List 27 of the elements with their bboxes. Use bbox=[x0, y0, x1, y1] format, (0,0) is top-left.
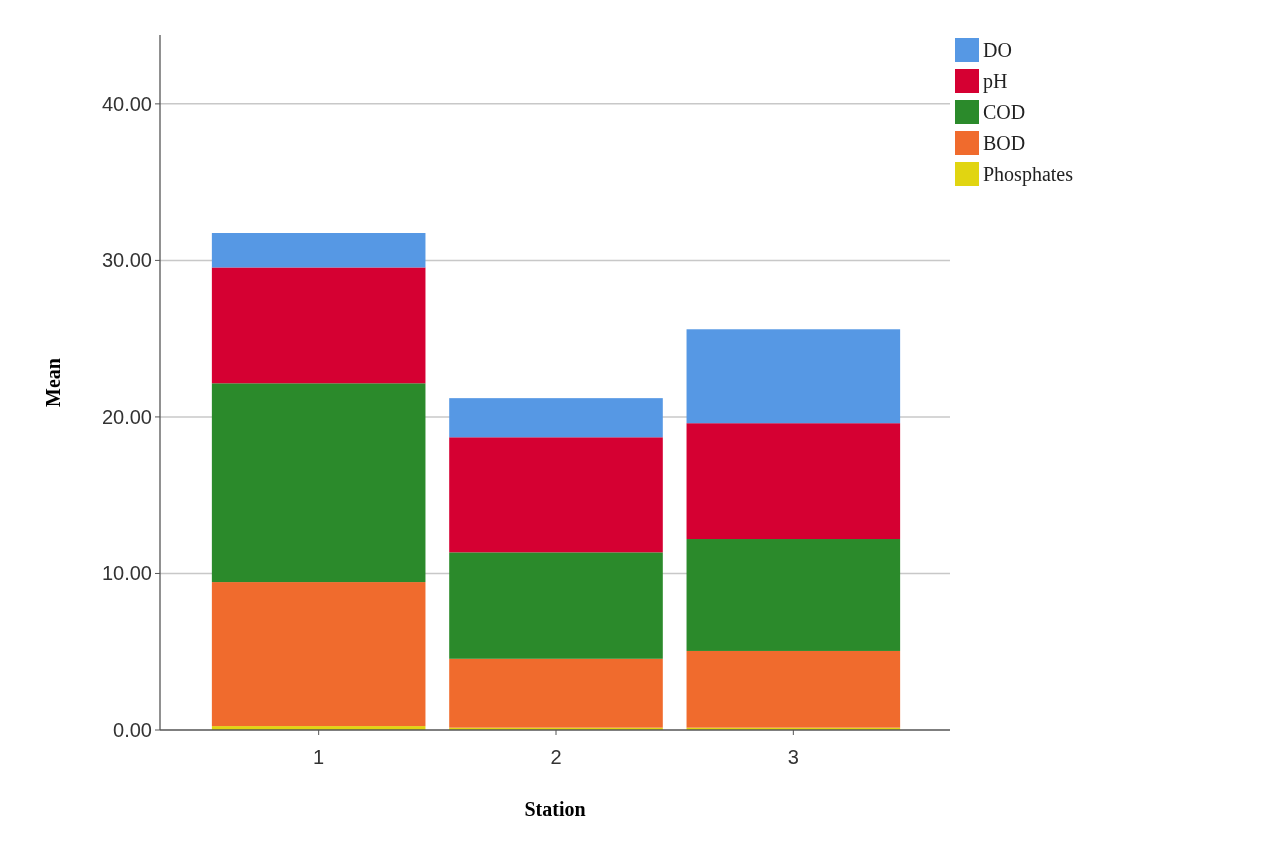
y-tick-label: 30.00 bbox=[101, 249, 152, 272]
bar bbox=[449, 437, 663, 553]
bar bbox=[211, 233, 426, 268]
x-tick-label: 1 bbox=[313, 746, 325, 768]
bar bbox=[449, 658, 663, 728]
x-axis-title: Station bbox=[524, 798, 586, 820]
x-tick-label: 2 bbox=[550, 746, 562, 768]
bar bbox=[449, 552, 663, 659]
bar bbox=[686, 329, 901, 424]
y-tick-label: 10.00 bbox=[101, 562, 152, 585]
y-tick-label: 20.00 bbox=[101, 405, 152, 428]
bar bbox=[211, 582, 426, 727]
y-axis-title: Mean bbox=[42, 358, 64, 407]
bar bbox=[686, 423, 901, 540]
x-tick-label: 3 bbox=[787, 746, 799, 768]
legend-label: DO bbox=[983, 39, 1012, 61]
bar bbox=[211, 383, 426, 583]
bar bbox=[449, 398, 663, 438]
legend-label: COD bbox=[983, 101, 1026, 123]
bar bbox=[211, 267, 426, 384]
bar bbox=[686, 650, 901, 728]
bar bbox=[686, 539, 901, 651]
legend-label: Phosphates bbox=[983, 163, 1074, 186]
y-tick-label: 40.00 bbox=[101, 92, 152, 115]
y-tick-label: 0.00 bbox=[113, 719, 152, 741]
legend-label: pH bbox=[983, 70, 1008, 93]
legend-label: BOD bbox=[983, 132, 1026, 154]
